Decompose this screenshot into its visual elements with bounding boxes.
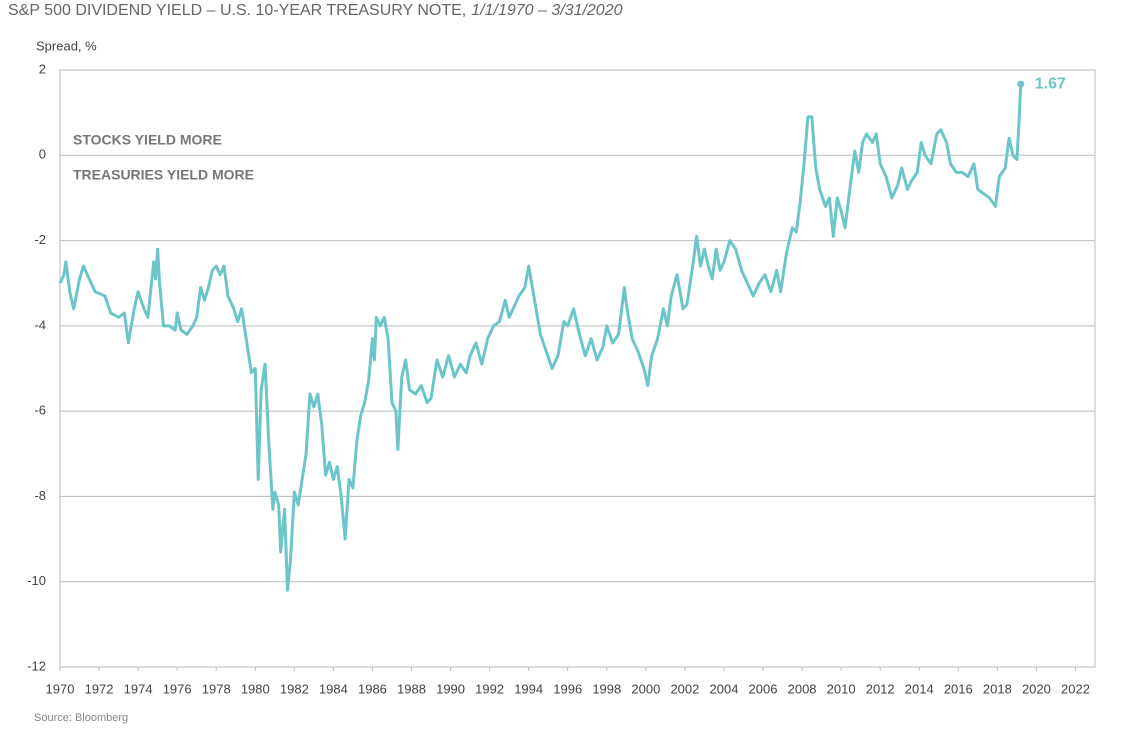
source: Source: Bloomberg [34, 712, 128, 724]
x-tick-label: 1996 [553, 681, 582, 696]
x-tick-label: 2004 [710, 681, 739, 696]
end-marker [1017, 80, 1025, 88]
x-tick-label: 1980 [241, 681, 270, 696]
x-tick-label: 2016 [944, 681, 973, 696]
y-tick-label: -12 [27, 658, 46, 673]
x-tick-label: 2020 [1022, 681, 1051, 696]
y-tick-label: 2 [39, 61, 46, 76]
x-tick-label: 2002 [670, 681, 699, 696]
chart-title: S&P 500 DIVIDEND YIELD – U.S. 10-YEAR TR… [8, 2, 623, 19]
y-tick-label: 0 [39, 147, 46, 162]
x-tick-label: 2008 [788, 681, 817, 696]
end-value-label: 1.67 [1035, 75, 1066, 92]
y-axis-label: Spread, % [36, 38, 97, 53]
series-line [58, 83, 1023, 592]
x-tick-label: 1978 [202, 681, 231, 696]
x-tick-label: 1986 [358, 681, 387, 696]
y-tick-label: -2 [34, 232, 46, 247]
x-tick-label: 1990 [436, 681, 465, 696]
x-tick-label: 1976 [163, 681, 192, 696]
x-tick-label: 1994 [514, 681, 543, 696]
x-tick-label: 2012 [866, 681, 895, 696]
title-dates: 1/1/1970 – 3/31/2020 [471, 2, 622, 19]
x-tick-label: 2006 [749, 681, 778, 696]
y-tick-label: -6 [34, 403, 46, 418]
x-tick-label: 2018 [983, 681, 1012, 696]
x-tick-label: 2014 [905, 681, 934, 696]
x-tick-label: 2010 [827, 681, 856, 696]
annotation: STOCKS YIELD MORE [73, 132, 222, 148]
plot-frame [59, 69, 1096, 668]
y-tick-label: -8 [34, 488, 46, 503]
y-tick-label: -10 [27, 573, 46, 588]
x-tick-label: 2000 [631, 681, 660, 696]
x-tick-label: 1988 [397, 681, 426, 696]
x-tick-label: 1982 [280, 681, 309, 696]
x-tick-label: 1992 [475, 681, 504, 696]
annotation: TREASURIES YIELD MORE [73, 167, 254, 183]
x-tick-label: 1998 [592, 681, 621, 696]
y-tick-label: -4 [34, 317, 46, 332]
x-tick-label: 1972 [85, 681, 114, 696]
x-tick-label: 1970 [46, 681, 75, 696]
x-tick-label: 1974 [124, 681, 153, 696]
x-tick-label: 2022 [1061, 681, 1090, 696]
x-tick-label: 1984 [319, 681, 348, 696]
title-main: S&P 500 DIVIDEND YIELD – U.S. 10-YEAR TR… [8, 2, 466, 19]
